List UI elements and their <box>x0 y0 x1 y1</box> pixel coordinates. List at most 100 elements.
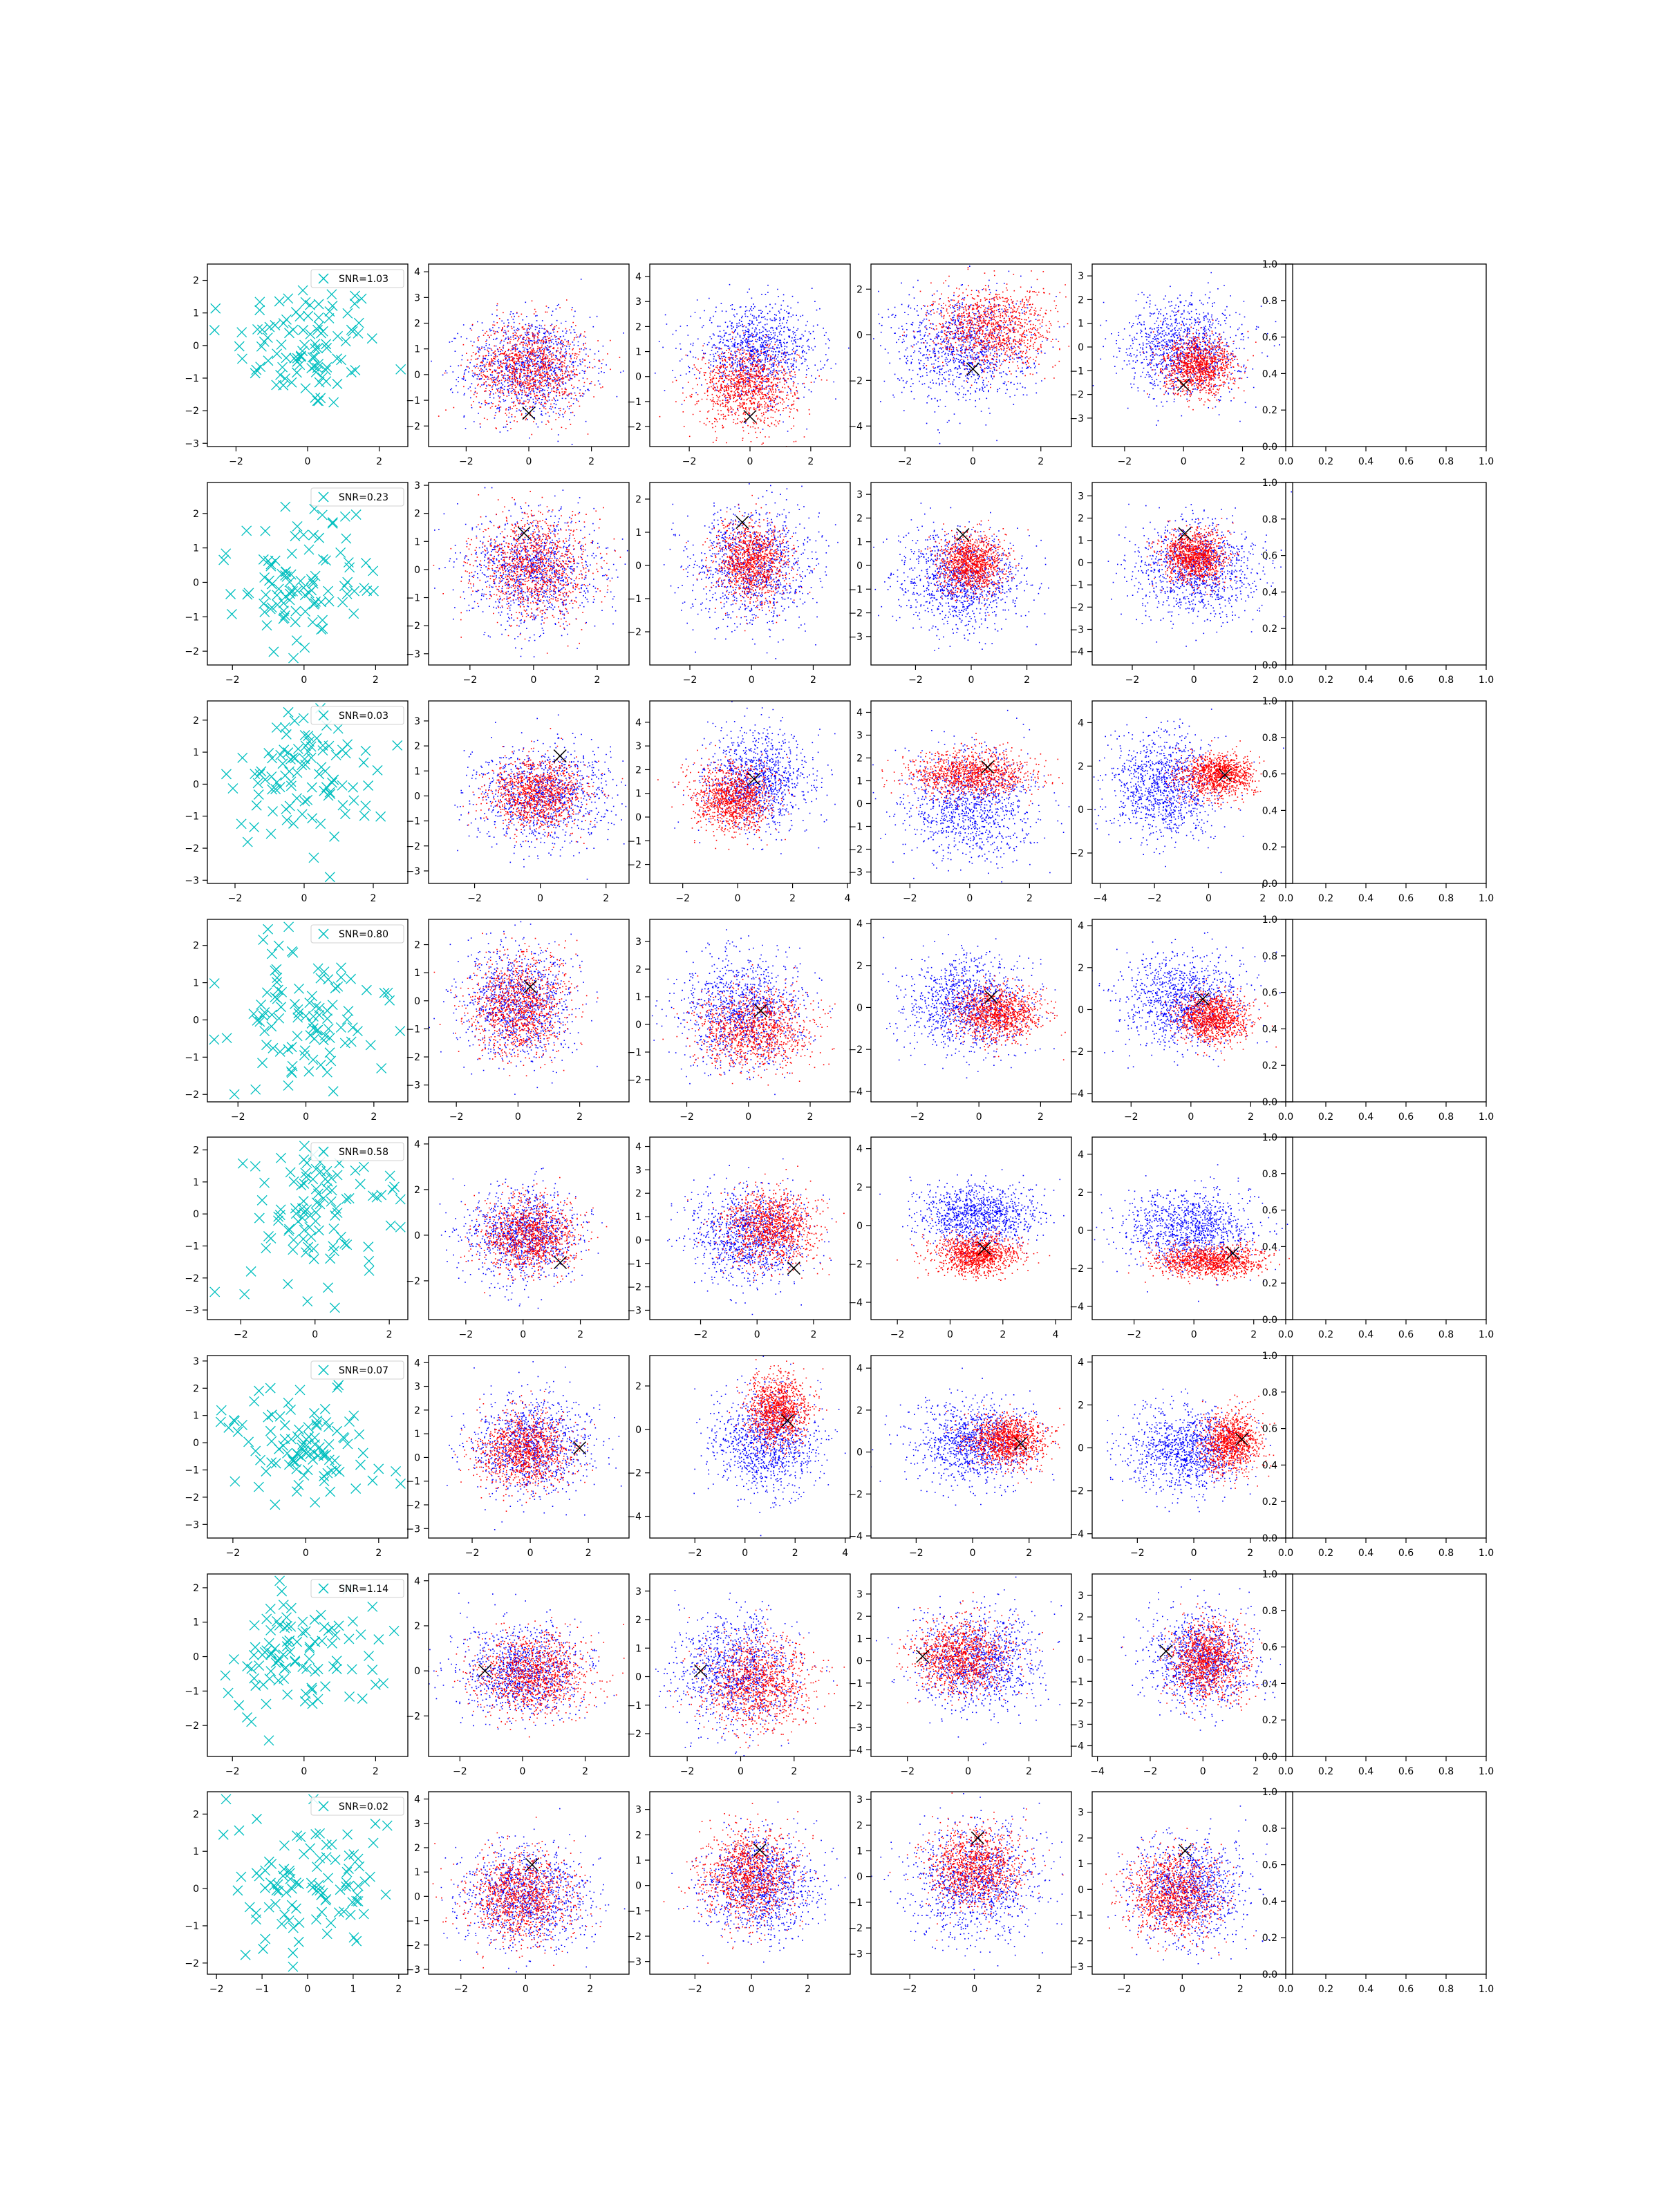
y-tick-label: −3 <box>185 875 199 886</box>
y-tick-label: 1.0 <box>1262 1787 1277 1798</box>
cyan-x-marker <box>395 1221 406 1232</box>
legend-box <box>310 1142 404 1161</box>
cyan-x-marker <box>293 1008 304 1019</box>
x-tick-label: 2 <box>373 1766 379 1777</box>
cyan-x-marker <box>309 1432 320 1443</box>
cyan-x-marker <box>333 1907 344 1918</box>
red-point-cloud <box>881 733 1064 809</box>
cyan-x-marker <box>285 1647 295 1658</box>
y-tick-label: 0 <box>414 565 420 576</box>
cyan-x-marker <box>223 1422 234 1433</box>
cyan-x-marker <box>379 988 390 998</box>
x-tick-label: −2 <box>680 1766 695 1777</box>
x-tick-label: 2 <box>792 1548 798 1559</box>
x-tick-label: 0 <box>523 1984 529 1995</box>
cyan-x-marker <box>319 1403 330 1414</box>
cyan-x-marker <box>249 822 260 833</box>
x-tick-label: 2 <box>577 1112 583 1123</box>
y-tick-label: −2 <box>1069 1486 1084 1497</box>
x-tick-label: 0 <box>530 675 536 686</box>
cyan-x-marker <box>293 1936 304 1947</box>
y-tick-label: 1 <box>856 1846 863 1857</box>
cyan-x-marker <box>324 1033 335 1044</box>
scatter-points <box>215 1380 406 1510</box>
y-tick-label: 0 <box>856 1872 863 1883</box>
cyan-x-marker <box>254 1660 265 1671</box>
y-tick-label: 2 <box>193 941 199 952</box>
cyan-x-marker <box>305 1448 316 1459</box>
cyan-x-marker <box>243 1436 254 1447</box>
cyan-x-marker <box>346 367 357 377</box>
cyan-x-marker <box>285 1066 297 1077</box>
cyan-x-marker <box>236 353 247 364</box>
cyan-x-marker <box>290 1903 301 1914</box>
y-tick-label: 0.4 <box>1262 368 1277 379</box>
cyan-x-marker <box>262 332 273 344</box>
x-tick-label: 0 <box>515 1112 521 1123</box>
scatter-points <box>218 1794 393 1972</box>
cyan-x-marker <box>320 1681 331 1692</box>
cyan-x-marker <box>250 368 261 379</box>
y-tick-label: −4 <box>1069 1302 1084 1313</box>
cyan-x-marker <box>376 1190 387 1201</box>
subplot-r4-c5: 0.0 0.2 0.4 0.6 0.8 1.0 0.0 0.2 0.4 0.6 0.8 1.0 <box>1262 1132 1494 1340</box>
x-tick-label: 2 <box>1248 1112 1254 1123</box>
y-tick-label: 1 <box>635 1855 641 1866</box>
cyan-x-marker <box>288 1235 299 1246</box>
cyan-x-marker <box>284 577 295 588</box>
scatter-points <box>871 503 1049 651</box>
scatter-points <box>431 279 624 445</box>
y-tick-label: −2 <box>627 627 641 638</box>
cyan-x-marker <box>329 831 340 842</box>
y-tick-label: −1 <box>1069 366 1084 377</box>
cyan-x-marker <box>286 1042 297 1053</box>
cyan-x-marker <box>346 1036 357 1047</box>
y-tick-label: −1 <box>627 397 641 408</box>
red-point-cloud <box>432 1817 601 1969</box>
blue-point-cloud <box>429 1593 615 1730</box>
y-tick-label: 0 <box>1078 1004 1084 1015</box>
x-tick-label: 2 <box>1253 1766 1259 1777</box>
subplot-r1-c4: −2 0 2 −4 −3 −2 −1 0 1 2 3 <box>1069 482 1293 686</box>
y-tick-label: −2 <box>1069 848 1084 859</box>
y-tick-label: 0 <box>856 1002 863 1013</box>
y-tick-label: −2 <box>406 421 420 432</box>
y-tick-label: −1 <box>185 612 199 623</box>
y-tick-label: 2 <box>856 753 863 765</box>
y-tick-label: −1 <box>406 395 420 406</box>
x-tick-label: 0.0 <box>1278 1329 1293 1340</box>
subplot-r0-c2: −2 0 2 −2 −1 0 1 2 3 4 <box>627 263 851 467</box>
cyan-x-marker <box>270 1499 281 1510</box>
cyan-x-marker <box>336 962 346 973</box>
x-tick-label: 2 <box>395 1984 402 1995</box>
y-tick-label: 4 <box>1078 718 1084 729</box>
y-tick-label: 3 <box>635 741 641 752</box>
cyan-x-marker <box>283 293 294 304</box>
x-tick-label: 0 <box>738 1766 744 1777</box>
subplot-r3-c2: −2 0 2 −2 −1 0 1 2 3 <box>627 919 851 1123</box>
cyan-x-marker <box>285 1873 296 1884</box>
red-point-cloud <box>896 1591 1054 1706</box>
cyan-x-marker <box>315 1609 326 1620</box>
y-tick-label: 2 <box>414 940 420 951</box>
target-x-marker <box>478 1664 492 1678</box>
target-x-marker <box>966 362 980 376</box>
y-tick-label: −1 <box>185 373 199 384</box>
cyan-x-marker <box>261 1040 272 1051</box>
cyan-x-marker <box>281 815 292 825</box>
x-tick-label: −2 <box>1147 893 1162 904</box>
cyan-x-marker <box>343 1006 354 1016</box>
cyan-x-marker <box>302 794 313 805</box>
cyan-x-marker <box>298 325 309 335</box>
y-tick-label: 3 <box>856 731 863 742</box>
x-tick-label: 0.2 <box>1318 1112 1333 1123</box>
y-tick-label: 4 <box>1078 1150 1084 1161</box>
cyan-x-marker <box>351 1895 362 1906</box>
cyan-x-marker <box>323 974 334 985</box>
y-tick-label: −1 <box>185 1052 199 1063</box>
cyan-x-marker <box>310 392 321 403</box>
cyan-x-marker <box>261 620 272 631</box>
cyan-x-marker <box>300 297 311 308</box>
cyan-x-marker <box>352 1026 363 1037</box>
